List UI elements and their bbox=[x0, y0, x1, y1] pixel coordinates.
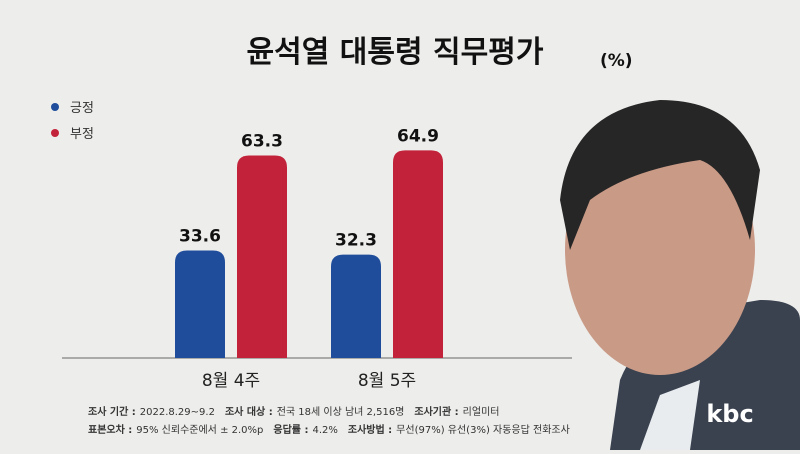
footnote-label: 응답률 : bbox=[273, 424, 308, 436]
bar bbox=[393, 150, 443, 358]
photo bbox=[560, 100, 800, 450]
bar bbox=[175, 250, 225, 358]
bar bbox=[331, 254, 381, 358]
legend-label: 부정 bbox=[70, 127, 94, 142]
data-label: 64.9 bbox=[397, 126, 439, 146]
footnote-value: 4.2% bbox=[312, 425, 337, 436]
legend-marker bbox=[51, 129, 59, 137]
x-tick-label: 8월 4주 bbox=[202, 371, 260, 391]
footnote: 조사 기간 : 2022.8.29~9.2 조사 대상 : 전국 18세 이상 남녀 … bbox=[88, 405, 499, 418]
data-label: 32.3 bbox=[335, 231, 377, 251]
data-label: 33.6 bbox=[179, 226, 221, 246]
footnote-label: 조사 대상 : bbox=[225, 405, 273, 418]
x-tick-label: 8월 5주 bbox=[358, 371, 416, 391]
legend-marker bbox=[51, 103, 59, 111]
footnote-label: 조사기관 : bbox=[414, 405, 458, 418]
footnote-label: 조사 기간 : bbox=[88, 405, 136, 418]
legend-label: 긍정 bbox=[70, 101, 94, 116]
chart-title: 윤석열 대통령 직무평가 bbox=[247, 35, 544, 70]
footnote-value: 2022.8.29~9.2 bbox=[140, 407, 215, 418]
chart-unit: (%) bbox=[600, 51, 633, 71]
logo: kbc bbox=[706, 400, 753, 428]
footnote-value: 전국 18세 이상 남녀 2,516명 bbox=[277, 406, 405, 418]
footnote-value: 95% 신뢰수준에서 ± 2.0%p bbox=[136, 424, 263, 436]
footnote-value: 리얼미터 bbox=[463, 406, 500, 418]
footnote: 표본오차 : 95% 신뢰수준에서 ± 2.0%p 응답률 : 4.2% 조사방법 : 무… bbox=[88, 423, 570, 436]
data-label: 63.3 bbox=[241, 131, 283, 151]
bar bbox=[237, 155, 287, 358]
footnote-label: 조사방법 : bbox=[348, 423, 392, 436]
footnote-value: 무선(97%) 유선(3%) 자동응답 전화조사 bbox=[396, 424, 570, 436]
footnote-label: 표본오차 : bbox=[88, 423, 132, 436]
